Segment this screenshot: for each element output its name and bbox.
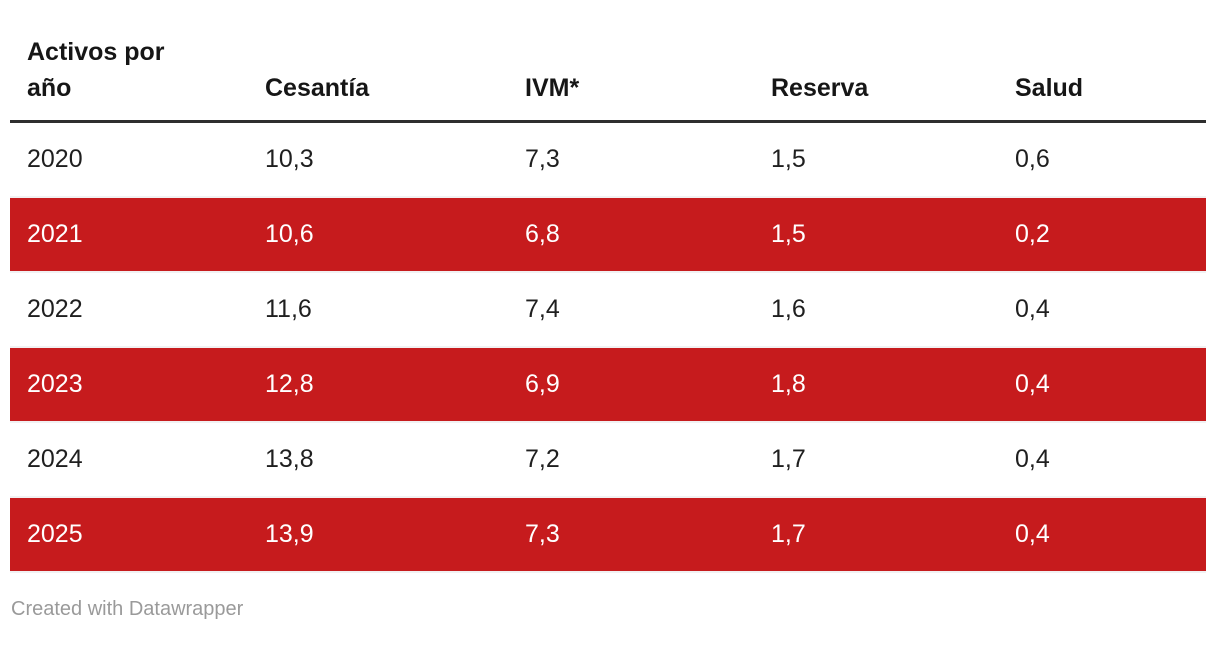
salud-value-cell: 0,4 bbox=[998, 272, 1206, 348]
year-cell: 2024 bbox=[10, 422, 248, 498]
cesantia-value-cell: 13,9 bbox=[248, 497, 508, 573]
year-cell: 2020 bbox=[10, 121, 248, 198]
ivm-value-cell: 7,4 bbox=[508, 272, 754, 348]
ivm-value-cell: 7,2 bbox=[508, 422, 754, 498]
year-cell: 2025 bbox=[10, 497, 248, 573]
cesantia-value-cell: 10,6 bbox=[248, 197, 508, 273]
activos-por-ano-table: Activos por año Cesantía IVM* Reserva Sa… bbox=[10, 28, 1206, 573]
ivm-value-cell: 6,9 bbox=[508, 347, 754, 423]
column-header-label: Salud bbox=[1015, 74, 1084, 102]
year-cell: 2021 bbox=[10, 197, 248, 273]
column-header-label: IVM* bbox=[525, 74, 580, 102]
reserva-value-cell: 1,6 bbox=[754, 272, 998, 348]
column-header-label: Cesantía bbox=[265, 74, 370, 102]
column-header-ivm: IVM* bbox=[508, 28, 754, 123]
ivm-value-cell: 6,8 bbox=[508, 197, 754, 273]
column-header-reserva: Reserva bbox=[754, 28, 998, 123]
salud-value-cell: 0,4 bbox=[998, 497, 1206, 573]
column-header-activos-por-ano: Activos por año bbox=[10, 28, 248, 123]
cesantia-value-cell: 11,6 bbox=[248, 272, 508, 348]
ivm-value-cell: 7,3 bbox=[508, 121, 754, 198]
datawrapper-attribution: Created with Datawrapper bbox=[11, 598, 244, 620]
ivm-value-cell: 7,3 bbox=[508, 497, 754, 573]
year-cell: 2023 bbox=[10, 347, 248, 423]
column-header-salud: Salud bbox=[998, 28, 1206, 123]
column-header-label: Reserva bbox=[771, 74, 869, 102]
table-row-2022: 2022 11,6 7,4 1,6 0,4 bbox=[10, 272, 1206, 348]
salud-value-cell: 0,2 bbox=[998, 197, 1206, 273]
reserva-value-cell: 1,7 bbox=[754, 422, 998, 498]
table-row-2023: 2023 12,8 6,9 1,8 0,4 bbox=[10, 347, 1206, 423]
column-header-cesantia: Cesantía bbox=[248, 28, 508, 123]
reserva-value-cell: 1,8 bbox=[754, 347, 998, 423]
salud-value-cell: 0,4 bbox=[998, 347, 1206, 423]
table-row-2025: 2025 13,9 7,3 1,7 0,4 bbox=[10, 497, 1206, 573]
table-row-2021: 2021 10,6 6,8 1,5 0,2 bbox=[10, 197, 1206, 273]
column-header-label: Activos por año bbox=[27, 38, 165, 102]
cesantia-value-cell: 13,8 bbox=[248, 422, 508, 498]
year-cell: 2022 bbox=[10, 272, 248, 348]
cesantia-value-cell: 12,8 bbox=[248, 347, 508, 423]
header-row: Activos por año Cesantía IVM* Reserva Sa… bbox=[10, 28, 1206, 123]
salud-value-cell: 0,4 bbox=[998, 422, 1206, 498]
table-row-2020: 2020 10,3 7,3 1,5 0,6 bbox=[10, 121, 1206, 198]
cesantia-value-cell: 10,3 bbox=[248, 121, 508, 198]
table-row-2024: 2024 13,8 7,2 1,7 0,4 bbox=[10, 422, 1206, 498]
reserva-value-cell: 1,5 bbox=[754, 121, 998, 198]
reserva-value-cell: 1,7 bbox=[754, 497, 998, 573]
salud-value-cell: 0,6 bbox=[998, 121, 1206, 198]
reserva-value-cell: 1,5 bbox=[754, 197, 998, 273]
